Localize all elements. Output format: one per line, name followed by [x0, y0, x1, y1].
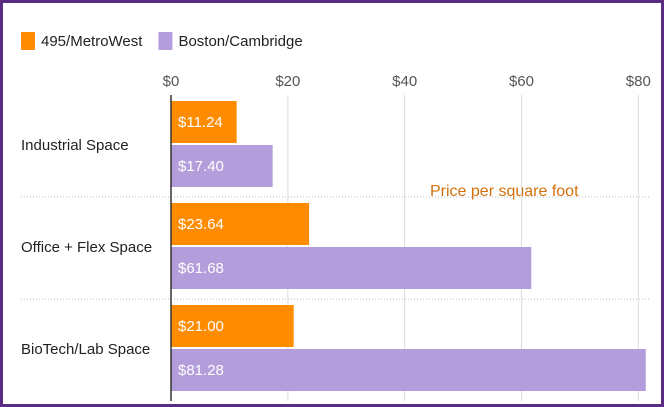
x-tick-label: $0: [163, 73, 180, 90]
bar: [171, 101, 237, 143]
bar: [171, 203, 310, 245]
x-tick-label: $80: [626, 73, 651, 90]
value-label: $81.28: [178, 362, 224, 379]
x-tick-label: $20: [275, 73, 300, 90]
bar: [171, 349, 646, 391]
x-tick-label: $40: [392, 73, 417, 90]
legend-swatch: [21, 32, 35, 50]
bar: [171, 305, 294, 347]
category-label: Office + Flex Space: [21, 239, 152, 256]
bar: [171, 145, 273, 187]
value-label: $23.64: [178, 216, 224, 233]
category-label: BioTech/Lab Space: [21, 341, 150, 358]
value-label: $21.00: [178, 318, 224, 335]
value-label: $11.24: [178, 114, 223, 131]
value-label: $61.68: [178, 260, 224, 277]
legend-label: Boston/Cambridge: [178, 33, 302, 50]
category-label: Industrial Space: [21, 137, 129, 154]
x-tick-label: $60: [509, 73, 534, 90]
bar: [171, 247, 532, 289]
value-label: $17.40: [178, 158, 224, 175]
annotation: Price per square foot: [430, 183, 579, 200]
chart: Price per square foot 495/MetroWest Bosto…: [21, 32, 651, 401]
legend-swatch: [158, 32, 173, 50]
legend-label: 495/MetroWest: [41, 33, 143, 50]
